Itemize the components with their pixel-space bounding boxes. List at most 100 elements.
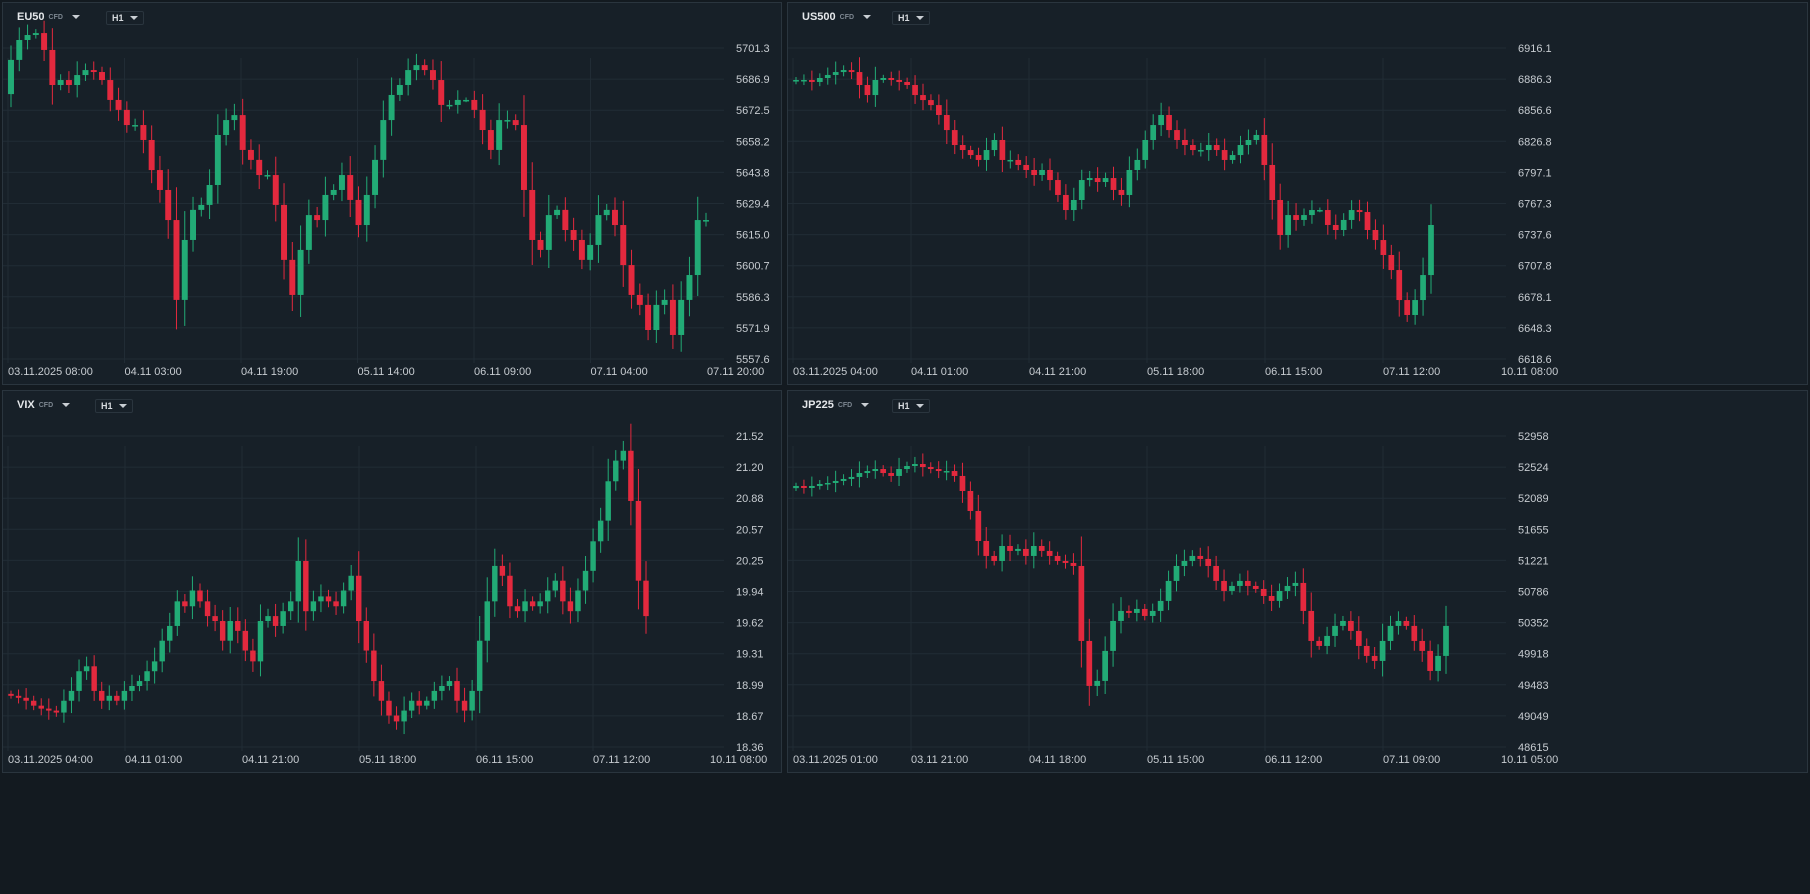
candle (264, 170, 271, 180)
candle-body (24, 35, 31, 40)
price-axis-label: 6856.6 (1518, 105, 1552, 117)
candle (669, 284, 676, 349)
candle-body (1316, 640, 1323, 646)
candle-body (967, 150, 974, 156)
price-axis-label: 5701.3 (736, 43, 770, 55)
candle-body (1253, 134, 1260, 140)
candle-body (1181, 560, 1188, 566)
candlestick-chart[interactable]: 52958 52524 52089 51655 51221 50786 50352 49918… (788, 391, 1808, 773)
candle-body (65, 80, 72, 86)
candle (1134, 148, 1141, 181)
candlestick-chart[interactable]: 6916.1 6886.3 6856.6 6826.8 6797.1 6767.3 6737… (788, 3, 1808, 385)
candle (182, 594, 188, 613)
candle-body (1260, 588, 1267, 596)
candle (247, 139, 254, 170)
symbol-selector[interactable]: EU50 CFD (17, 11, 80, 23)
timeframe-dropdown[interactable]: H1 (892, 399, 930, 413)
candle (816, 480, 823, 490)
chart-panel-jp225[interactable]: JP225 CFD H1 52958 52524 52089 51655 51221 50… (787, 390, 1808, 773)
candle-body (121, 690, 128, 701)
candle (297, 225, 304, 317)
candle (227, 606, 233, 654)
candle-body (41, 33, 48, 50)
time-axis-label: 06.11 15:00 (476, 754, 533, 766)
chevron-down-icon[interactable] (62, 403, 71, 407)
candle-body (190, 209, 197, 240)
candle-body (1213, 565, 1219, 581)
candle (529, 162, 536, 265)
candle (174, 590, 181, 636)
candle (1047, 158, 1053, 191)
candle-body (421, 65, 428, 71)
candle-body (888, 473, 894, 476)
candle (928, 94, 934, 111)
candle (1355, 616, 1362, 660)
candle-body (1149, 610, 1156, 616)
price-axis-label: 48615 (1518, 742, 1549, 754)
candle (53, 705, 60, 717)
candle (1039, 163, 1045, 181)
candle (1340, 213, 1347, 237)
time-axis-label: 04.11 03:00 (125, 366, 182, 378)
candle (136, 675, 143, 692)
price-axis-label: 21.20 (736, 462, 764, 474)
candle-body (90, 70, 97, 73)
candle (476, 615, 483, 714)
timeframe-value: H1 (101, 401, 113, 411)
candle (587, 233, 594, 271)
timeframe-dropdown[interactable]: H1 (892, 11, 930, 25)
candle (1293, 203, 1299, 231)
symbol-selector[interactable]: US500 CFD (802, 11, 872, 23)
candle-body (840, 70, 847, 73)
chart-panel-vix[interactable]: VIX CFD H1 21.52 21.20 20.88 20.57 20.25 19.9… (2, 390, 782, 773)
chevron-down-icon[interactable] (861, 403, 870, 407)
candle (1332, 214, 1339, 240)
price-axis-label: 52958 (1518, 431, 1549, 443)
candle (121, 681, 128, 710)
candle-body (416, 700, 422, 706)
candle-body (552, 580, 559, 591)
candle-body (1062, 560, 1069, 563)
instrument-type: CFD (839, 13, 855, 21)
candle (388, 77, 395, 136)
candle-body (643, 580, 649, 617)
candle-body (1182, 139, 1188, 146)
symbol-selector[interactable]: VIX CFD (17, 399, 71, 411)
candle-body (1268, 595, 1275, 601)
candle-body (197, 590, 203, 602)
candle-body (1244, 580, 1251, 586)
candle (132, 118, 139, 131)
timeframe-dropdown[interactable]: H1 (106, 11, 144, 25)
candle (856, 57, 863, 99)
price-axis-label: 49918 (1518, 649, 1549, 661)
candlestick-chart[interactable]: 5701.3 5686.9 5672.5 5658.2 5643.8 5629.4 5615… (3, 3, 782, 385)
candle-body (1070, 199, 1077, 211)
candle (1435, 644, 1441, 682)
candle (469, 679, 475, 721)
candle (272, 156, 279, 222)
chevron-down-icon[interactable] (863, 15, 872, 19)
candle-body (1118, 189, 1125, 195)
candle-body (165, 189, 172, 221)
symbol-selector[interactable]: JP225 CFD (802, 399, 870, 411)
timeframe-dropdown[interactable]: H1 (95, 399, 133, 413)
candle-body (372, 159, 379, 195)
candle (1412, 289, 1418, 325)
candle (1023, 539, 1029, 565)
chart-panel-us500[interactable]: US500 CFD H1 6916.1 6886.3 6856.6 6826.8 679… (787, 2, 1808, 385)
candle (413, 53, 420, 81)
candle-body (1332, 625, 1338, 636)
chevron-down-icon[interactable] (71, 15, 80, 19)
candle-body (904, 81, 910, 86)
candle-body (1379, 640, 1386, 661)
instrument-type: CFD (837, 401, 853, 409)
candle (156, 155, 163, 203)
candle-body (492, 565, 498, 602)
price-axis-label: 5643.8 (736, 167, 770, 179)
candle (1150, 114, 1157, 150)
candlestick-chart[interactable]: 21.52 21.20 20.88 20.57 20.25 19.94 19.62 19.31… (3, 391, 782, 773)
candle (499, 554, 506, 586)
chart-panel-eu50[interactable]: EU50 CFD H1 5701.3 5686.9 5672.5 5658.2 5643… (2, 2, 782, 385)
candle (429, 59, 436, 90)
candle-body (356, 575, 362, 622)
